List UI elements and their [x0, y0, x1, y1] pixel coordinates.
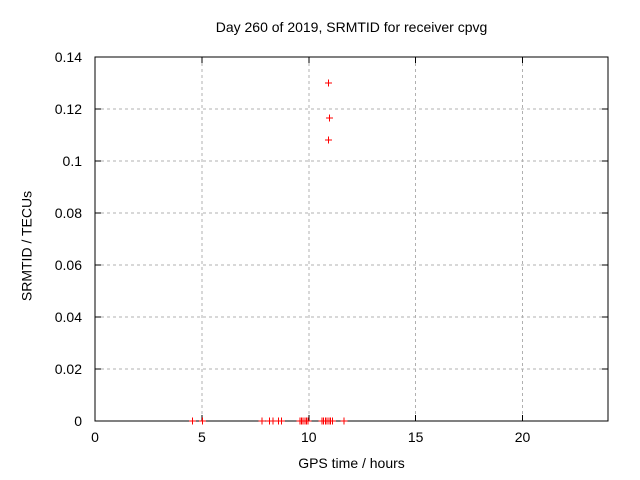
x-tick-label: 10	[301, 429, 317, 445]
plot-frame	[94, 56, 609, 422]
x-tick-label: 20	[515, 429, 531, 445]
data-point	[325, 136, 333, 144]
data-point	[304, 417, 312, 425]
data-point	[198, 417, 206, 425]
y-tick-label: 0.06	[55, 257, 82, 273]
tick-labels: 0 5 10 15 20 0 0.02 0.04 0.06 0.08 0.1 0.12 0.14	[55, 49, 531, 445]
x-tick-label: 15	[408, 429, 424, 445]
y-tick-label: 0.1	[63, 153, 83, 169]
x-tick-label: 0	[91, 429, 99, 445]
data-point	[277, 417, 285, 425]
y-tick-label: 0.08	[55, 205, 82, 221]
y-tick-label: 0.14	[55, 49, 82, 65]
grid-lines	[95, 57, 608, 421]
tick-marks	[94, 56, 608, 422]
chart-title: Day 260 of 2019, SRMTID for receiver cpv…	[215, 19, 488, 35]
data-point	[340, 417, 348, 425]
data-point	[328, 417, 336, 425]
data-point	[188, 417, 196, 425]
data-point	[258, 417, 266, 425]
y-tick-label: 0	[74, 413, 82, 429]
y-tick-label: 0.04	[55, 309, 82, 325]
y-tick-label: 0.02	[55, 361, 82, 377]
data-point	[324, 79, 332, 87]
x-tick-label: 5	[198, 429, 206, 445]
data-point	[325, 114, 333, 122]
data-points	[188, 79, 348, 425]
x-axis-title: GPS time / hours	[298, 455, 405, 471]
y-tick-label: 0.12	[55, 101, 82, 117]
